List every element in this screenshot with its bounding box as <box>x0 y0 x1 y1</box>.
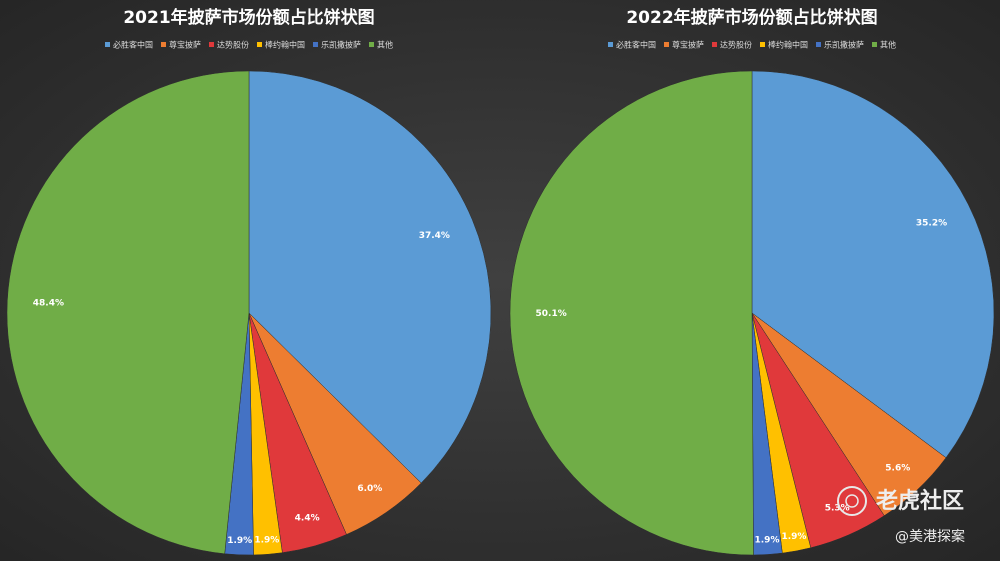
value-label: 1.9% <box>781 532 806 542</box>
value-label: 1.9% <box>254 535 279 545</box>
legend-label: 其他 <box>377 40 393 50</box>
watermark-logo <box>837 486 867 516</box>
legend-swatch <box>161 42 166 47</box>
value-label: 48.4% <box>33 298 64 308</box>
value-label: 5.6% <box>885 464 910 474</box>
legend-swatch <box>369 42 374 47</box>
watermark-brand: 老虎社区 <box>875 488 964 514</box>
legend-label: 必胜客中国 <box>113 40 153 50</box>
legend-label: 达势股份 <box>217 40 249 50</box>
legend-swatch <box>313 42 318 47</box>
pie-slice <box>6 70 250 555</box>
legend-swatch <box>105 42 110 47</box>
legend-swatch <box>760 42 765 47</box>
value-label: 5.3% <box>825 504 850 514</box>
legend: 必胜客中国 尊宝披萨 达势股份 棒约翰中国 乐凯撒披萨 其他 <box>608 40 896 50</box>
legend-label: 乐凯撒披萨 <box>321 40 361 50</box>
legend-swatch <box>712 42 717 47</box>
legend-swatch <box>816 42 821 47</box>
legend-swatch <box>872 42 877 47</box>
legend-label: 必胜客中国 <box>616 40 656 50</box>
value-label: 6.0% <box>357 484 382 494</box>
legend-label: 其他 <box>880 40 896 50</box>
legend-label: 棒约翰中国 <box>768 40 808 50</box>
legend-swatch <box>608 42 613 47</box>
legend-label: 乐凯撒披萨 <box>824 40 864 50</box>
watermark-handle: @美港探案 <box>895 528 965 545</box>
legend-label: 尊宝披萨 <box>672 40 704 50</box>
value-label: 1.9% <box>227 536 252 546</box>
watermark: 老虎社区 @美港探案 <box>837 486 965 545</box>
pie-slice <box>509 70 754 556</box>
value-label: 50.1% <box>536 309 567 319</box>
legend-label: 达势股份 <box>720 40 752 50</box>
value-label: 35.2% <box>916 218 947 228</box>
value-label: 1.9% <box>755 535 780 545</box>
pie-slice <box>751 70 995 459</box>
value-label: 37.4% <box>419 231 450 241</box>
legend-label: 棒约翰中国 <box>265 40 305 50</box>
chart-title: 2022年披萨市场份额占比饼状图 <box>626 7 877 28</box>
legend: 必胜客中国 尊宝披萨 达势股份 棒约翰中国 乐凯撒披萨 其他 <box>105 40 393 50</box>
legend-swatch <box>664 42 669 47</box>
pie-slice <box>248 70 492 484</box>
legend-swatch <box>209 42 214 47</box>
value-label: 4.4% <box>295 513 320 523</box>
chart-title: 2021年披萨市场份额占比饼状图 <box>123 7 374 28</box>
watermark-logo-inner <box>845 494 859 508</box>
legend-swatch <box>257 42 262 47</box>
legend-label: 尊宝披萨 <box>169 40 201 50</box>
